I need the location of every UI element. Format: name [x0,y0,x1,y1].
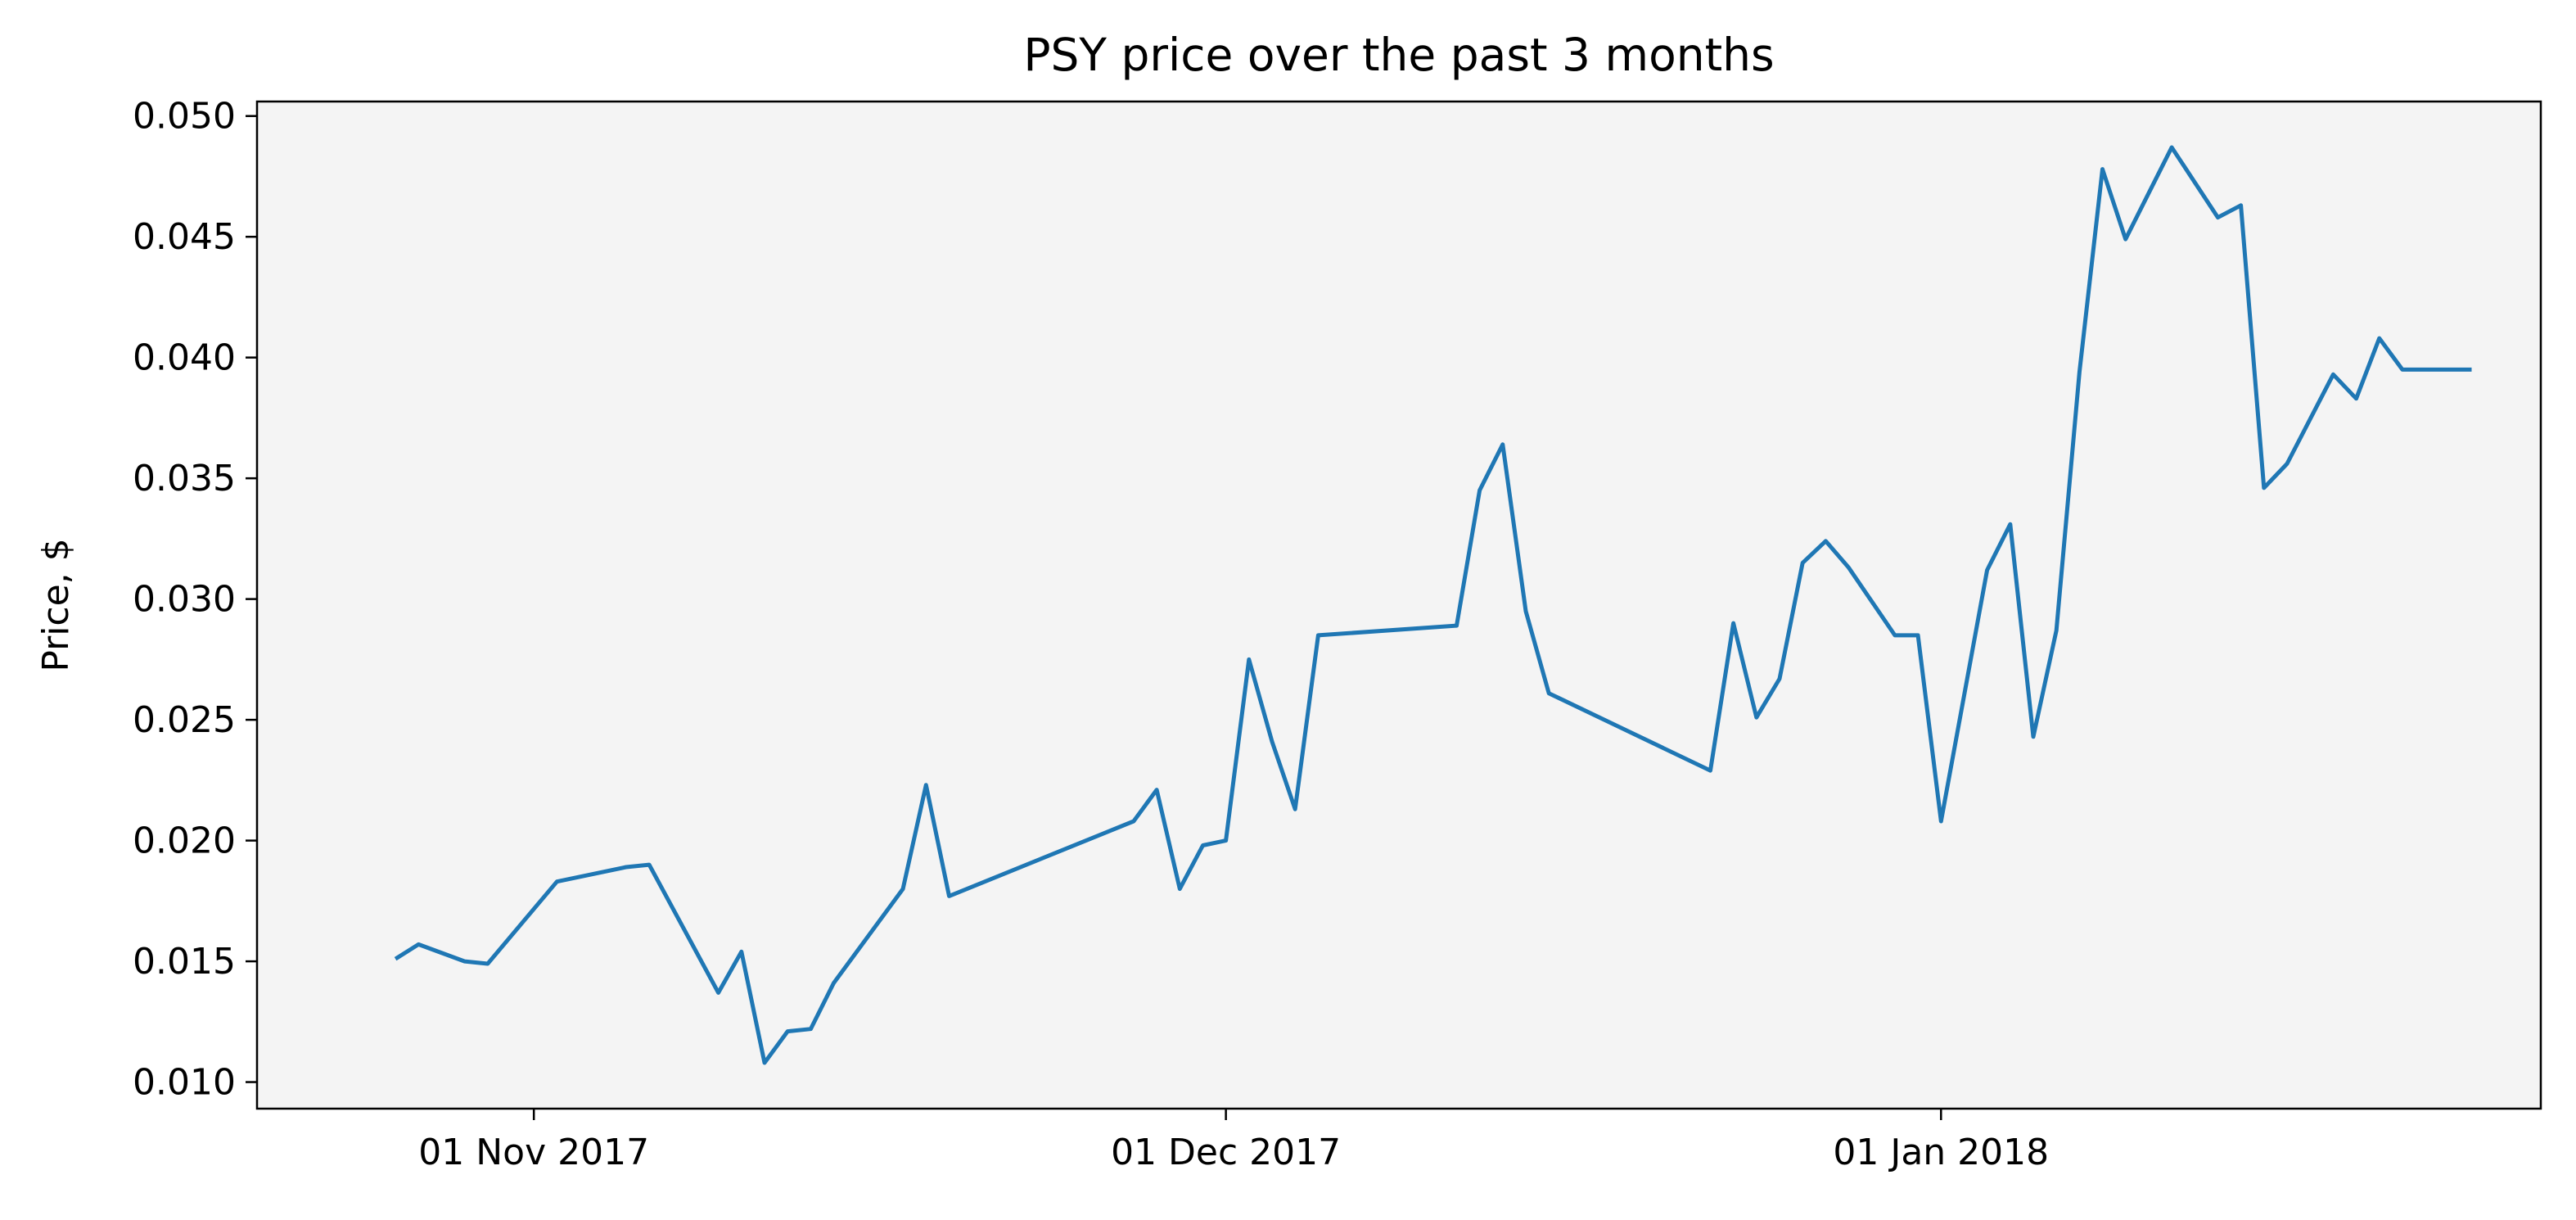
y-tick-label-0: 0.010 [133,1062,236,1104]
x-axis: 01 Nov 2017 01 Dec 2017 01 Jan 2018 [418,1109,2049,1173]
y-tick-label-1: 0.015 [133,941,236,983]
y-tick-label-5: 0.035 [133,458,236,499]
x-tick-label-2: 01 Jan 2018 [1833,1132,2049,1173]
y-axis-label: Price, $ [35,538,77,671]
y-tick-label-2: 0.020 [133,820,236,862]
y-tick-label-4: 0.030 [133,579,236,621]
y-axis: 0.010 0.015 0.020 0.025 0.030 0.035 0.040 0.045… [133,96,257,1104]
y-tick-label-3: 0.025 [133,699,236,741]
chart-title: PSY price over the past 3 months [1023,29,1774,81]
series-line-0 [394,145,2472,1065]
x-tick-label-0: 01 Nov 2017 [418,1132,649,1173]
series-layer [394,145,2472,1065]
y-tick-label-8: 0.050 [133,96,236,138]
plot-frame [255,100,2542,1110]
plot-area [257,102,2541,1109]
y-tick-label-6: 0.040 [133,337,236,379]
x-tick-label-1: 01 Dec 2017 [1111,1132,1341,1173]
y-tick-label-7: 0.045 [133,216,236,258]
